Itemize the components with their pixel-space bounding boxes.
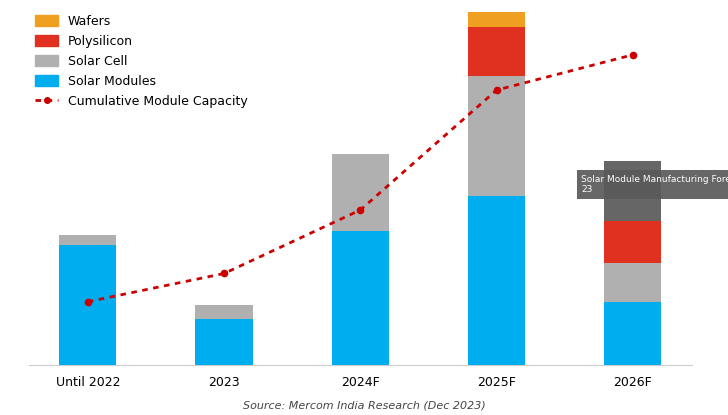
Bar (59, 245, 116, 365)
Text: Source: Mercom India Research (Dec 2023): Source: Mercom India Research (Dec 2023) (242, 401, 486, 411)
Bar (59, 235, 116, 245)
Bar (196, 305, 253, 320)
Bar (604, 302, 662, 365)
Bar (604, 221, 662, 263)
Bar (468, 0, 525, 27)
Bar (604, 263, 662, 302)
Bar (468, 196, 525, 365)
Bar (604, 161, 662, 221)
Bar (332, 231, 389, 365)
Text: Solar Module Manufacturing Forecast (MW)_23 01
23: Solar Module Manufacturing Forecast (MW)… (581, 175, 728, 194)
Bar (332, 154, 389, 231)
Legend: Wafers, Polysilicon, Solar Cell, Solar Modules, Cumulative Module Capacity: Wafers, Polysilicon, Solar Cell, Solar M… (36, 15, 248, 107)
Bar (468, 76, 525, 196)
Bar (468, 27, 525, 76)
Bar (196, 320, 253, 365)
